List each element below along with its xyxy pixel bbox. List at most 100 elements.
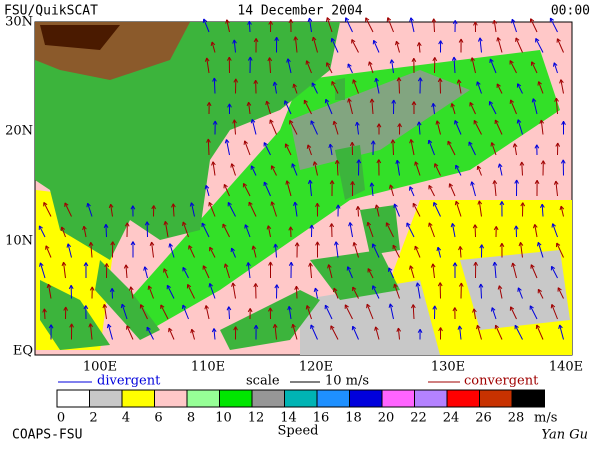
wind-arrow [489,58,497,74]
wind-arrow [63,262,66,279]
arrow-head [458,38,464,43]
colorbar-label: 6 [154,411,162,426]
wind-arrow [43,308,46,320]
arrow-head [230,163,235,168]
wind-arrow [357,206,359,217]
arrow-head [432,305,438,310]
arrow-head [535,38,540,43]
arrow-head [329,180,335,185]
wind-arrow [67,243,72,258]
wind-arrow [310,324,318,340]
arrow-head [329,223,335,228]
wind-arrow [307,144,312,156]
arrow-head [335,204,341,209]
arrow-head [555,242,561,248]
arrow-head [292,83,297,89]
date: 14 December 2004 [237,4,362,19]
wind-arrow [233,39,236,53]
arrow-head [267,57,273,62]
wind-arrow [294,36,298,53]
wind-arrow [225,139,230,156]
arrow-head [334,241,339,246]
arrow-head [223,183,228,189]
arrow-head [529,18,535,23]
wind-arrow [105,224,107,238]
arrow-head [202,265,207,270]
colorbar-swatch [349,389,383,408]
arrow-head [69,323,74,328]
wind-arrow [295,286,298,299]
arrow-head [270,201,275,206]
wind-arrow [126,325,134,340]
wind-arrow [459,325,462,340]
scale-value: 10 m/s [325,374,369,389]
colorbar-swatch [381,389,415,408]
arrow-head [514,324,519,330]
arrow-head [315,203,320,208]
colorbar-label: 18 [345,411,362,426]
arrow-head [224,139,230,144]
wind-arrow [412,203,421,217]
wind-arrow [447,140,456,156]
arrow-head [344,17,350,22]
wind-arrow [453,57,456,74]
arrow-head [227,201,232,207]
arrow-head [346,266,352,271]
wind-arrow [414,245,421,258]
wind-arrow [87,203,93,217]
wind-arrow [365,17,374,33]
arrow-head [266,225,272,230]
arrow-head [287,306,292,311]
arrow-head [452,307,458,312]
arrow-head [206,138,211,143]
arrow-head [253,324,259,329]
wind-arrow [38,225,46,238]
arrow-head [535,324,541,330]
arrow-head [310,324,315,329]
arrow-head [63,306,69,311]
colorbar-swatch [284,389,318,408]
arrow-head [496,37,501,42]
arrow-head [223,263,229,268]
wind-arrow [205,185,210,197]
arrow-head [511,18,516,24]
wind-arrow [458,79,462,94]
arrow-head [411,57,417,63]
arrow-head [253,283,259,288]
arrow-head [202,18,208,24]
wind-arrow [371,182,374,197]
colorbar-label: 20 [378,411,395,426]
wind-arrow [497,37,503,53]
wind-arrow [61,226,66,238]
wind-arrow [514,143,517,156]
arrow-head [512,143,518,148]
arrow-head [204,305,209,310]
arrow-head [552,62,558,67]
arrow-head [46,283,52,289]
wind-arrow [432,103,435,115]
wind-arrow [451,223,456,238]
arrow-head [243,140,248,145]
colorbar-title: Speed [278,424,319,439]
wind-arrow [324,304,333,320]
arrow-head [248,201,253,207]
divergent-label: divergent [97,374,161,389]
wind-arrow [498,285,503,299]
wind-arrow [213,328,216,340]
wind-arrow [336,160,339,176]
wind-arrow [39,262,46,279]
arrow-head [509,306,515,311]
arrow-head [532,224,538,229]
wind-arrow [326,62,333,74]
wind-arrow [489,101,497,115]
arrow-head [307,17,313,22]
arrow-head [531,98,537,103]
wind-arrow [434,163,441,176]
arrow-head [310,120,315,125]
arrow-head [374,326,379,331]
arrow-head [324,98,330,104]
wind-arrow [209,283,216,299]
wind-arrow [89,323,93,340]
arrow-head [288,261,294,266]
wind-arrow [202,265,210,279]
